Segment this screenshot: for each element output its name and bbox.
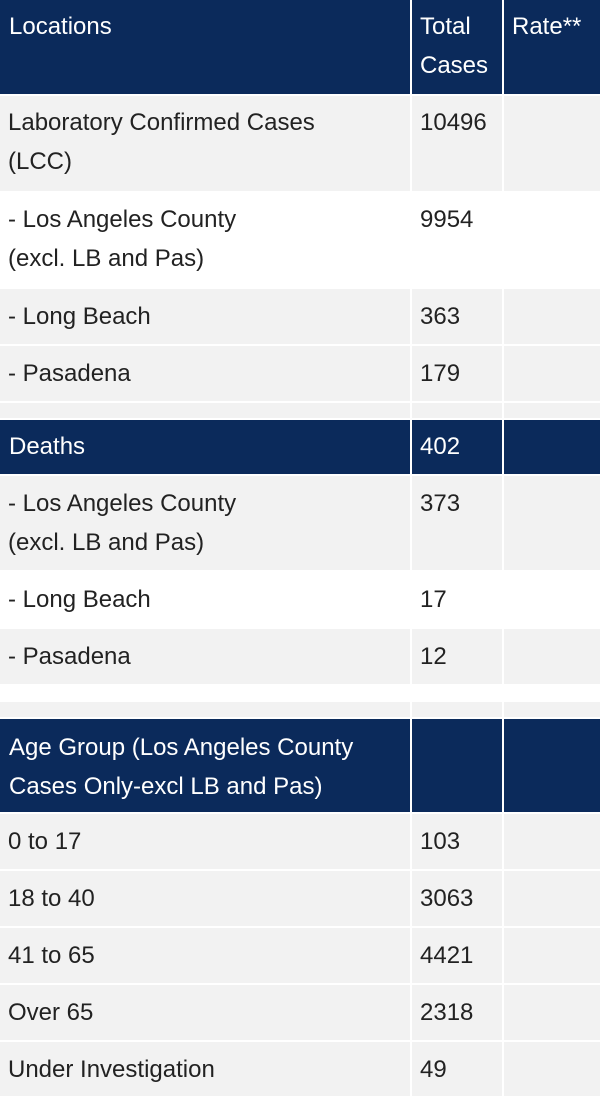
- row-label: - Los Angeles County (excl. LB and Pas): [0, 475, 412, 572]
- row-total: 3063: [411, 870, 504, 928]
- row-label-line1: Age Group (Los Angeles County: [9, 734, 354, 761]
- row-total: 9954: [411, 192, 504, 289]
- row-label: - Pasadena: [0, 628, 412, 686]
- row-total: 179: [411, 345, 504, 403]
- row-total: 12: [411, 628, 504, 686]
- table-row: Under Investigation 49: [0, 1041, 600, 1098]
- row-total: 363: [411, 288, 504, 346]
- row-label: - Pasadena: [0, 345, 412, 403]
- header-total-line2: Cases: [420, 52, 489, 79]
- row-total: [411, 718, 504, 814]
- table-row: - Pasadena 179: [0, 345, 600, 403]
- table-row: Over 65 2318: [0, 984, 600, 1042]
- row-label-line1: - Los Angeles County: [8, 490, 237, 517]
- row-rate: [503, 95, 600, 193]
- row-total: 103: [411, 813, 504, 871]
- separator-cell: [503, 402, 600, 420]
- row-rate: [503, 1041, 600, 1098]
- row-total: 402: [411, 419, 504, 476]
- deaths-header-row: Deaths 402: [0, 419, 600, 476]
- header-locations: Locations: [0, 0, 412, 96]
- row-total: 49: [411, 1041, 504, 1098]
- row-total: 10496: [411, 95, 504, 193]
- row-rate: [503, 813, 600, 871]
- header-total-cases: Total Cases: [411, 0, 504, 96]
- row-label: - Los Angeles County (excl. LB and Pas): [0, 192, 412, 289]
- header-locations-text: Locations: [9, 13, 112, 40]
- table-row: 0 to 17 103: [0, 813, 600, 871]
- row-rate: [503, 571, 600, 629]
- row-label-line1: - Los Angeles County: [8, 206, 237, 233]
- table-row: - Los Angeles County (excl. LB and Pas) 9…: [0, 192, 600, 289]
- row-total: 4421: [411, 927, 504, 985]
- table-row: - Los Angeles County (excl. LB and Pas) 3…: [0, 475, 600, 572]
- row-rate: [503, 419, 600, 476]
- table-row: - Pasadena 12: [0, 628, 600, 686]
- row-label: Over 65: [0, 984, 412, 1042]
- separator-cell: [411, 402, 504, 420]
- row-label: Laboratory Confirmed Cases (LCC): [0, 95, 412, 193]
- separator-cell: [503, 701, 600, 719]
- row-label: Age Group (Los Angeles County Cases Only-…: [0, 718, 412, 814]
- header-row: Locations Total Cases Rate**: [0, 0, 600, 96]
- separator-row: [0, 402, 600, 420]
- row-total: 2318: [411, 984, 504, 1042]
- table-row: - Long Beach 17: [0, 571, 600, 629]
- separator-cell: [411, 685, 504, 702]
- row-label: - Long Beach: [0, 288, 412, 346]
- row-rate: [503, 927, 600, 985]
- separator-cell: [0, 402, 412, 420]
- row-rate: [503, 870, 600, 928]
- row-label-line2: (excl. LB and Pas): [8, 245, 205, 272]
- header-total-line1: Total: [420, 13, 471, 40]
- row-label-line1: Laboratory Confirmed Cases: [8, 109, 315, 136]
- row-label: 18 to 40: [0, 870, 412, 928]
- table-row: Laboratory Confirmed Cases (LCC) 10496: [0, 95, 600, 193]
- row-label-line2: (excl. LB and Pas): [8, 529, 205, 556]
- table-row: 41 to 65 4421: [0, 927, 600, 985]
- row-total: 17: [411, 571, 504, 629]
- row-rate: [503, 345, 600, 403]
- row-rate: [503, 718, 600, 814]
- row-rate: [503, 984, 600, 1042]
- row-label-line2: (LCC): [8, 148, 72, 175]
- table-row: - Long Beach 363: [0, 288, 600, 346]
- separator-cell: [0, 685, 412, 702]
- separator-row: [0, 701, 600, 719]
- row-label: 0 to 17: [0, 813, 412, 871]
- row-rate: [503, 288, 600, 346]
- separator-row: [0, 685, 600, 702]
- row-total: 373: [411, 475, 504, 572]
- row-rate: [503, 192, 600, 289]
- row-label: 41 to 65: [0, 927, 412, 985]
- table-row: 18 to 40 3063: [0, 870, 600, 928]
- row-rate: [503, 475, 600, 572]
- row-label: Under Investigation: [0, 1041, 412, 1098]
- row-rate: [503, 628, 600, 686]
- separator-cell: [411, 701, 504, 719]
- row-label-line2: Cases Only-excl LB and Pas): [9, 773, 323, 800]
- row-label: Deaths: [0, 419, 412, 476]
- header-rate: Rate**: [503, 0, 600, 96]
- separator-cell: [0, 701, 412, 719]
- separator-cell: [503, 685, 600, 702]
- header-rate-text: Rate**: [512, 13, 582, 40]
- age-group-header-row: Age Group (Los Angeles County Cases Only-…: [0, 718, 600, 814]
- row-label: - Long Beach: [0, 571, 412, 629]
